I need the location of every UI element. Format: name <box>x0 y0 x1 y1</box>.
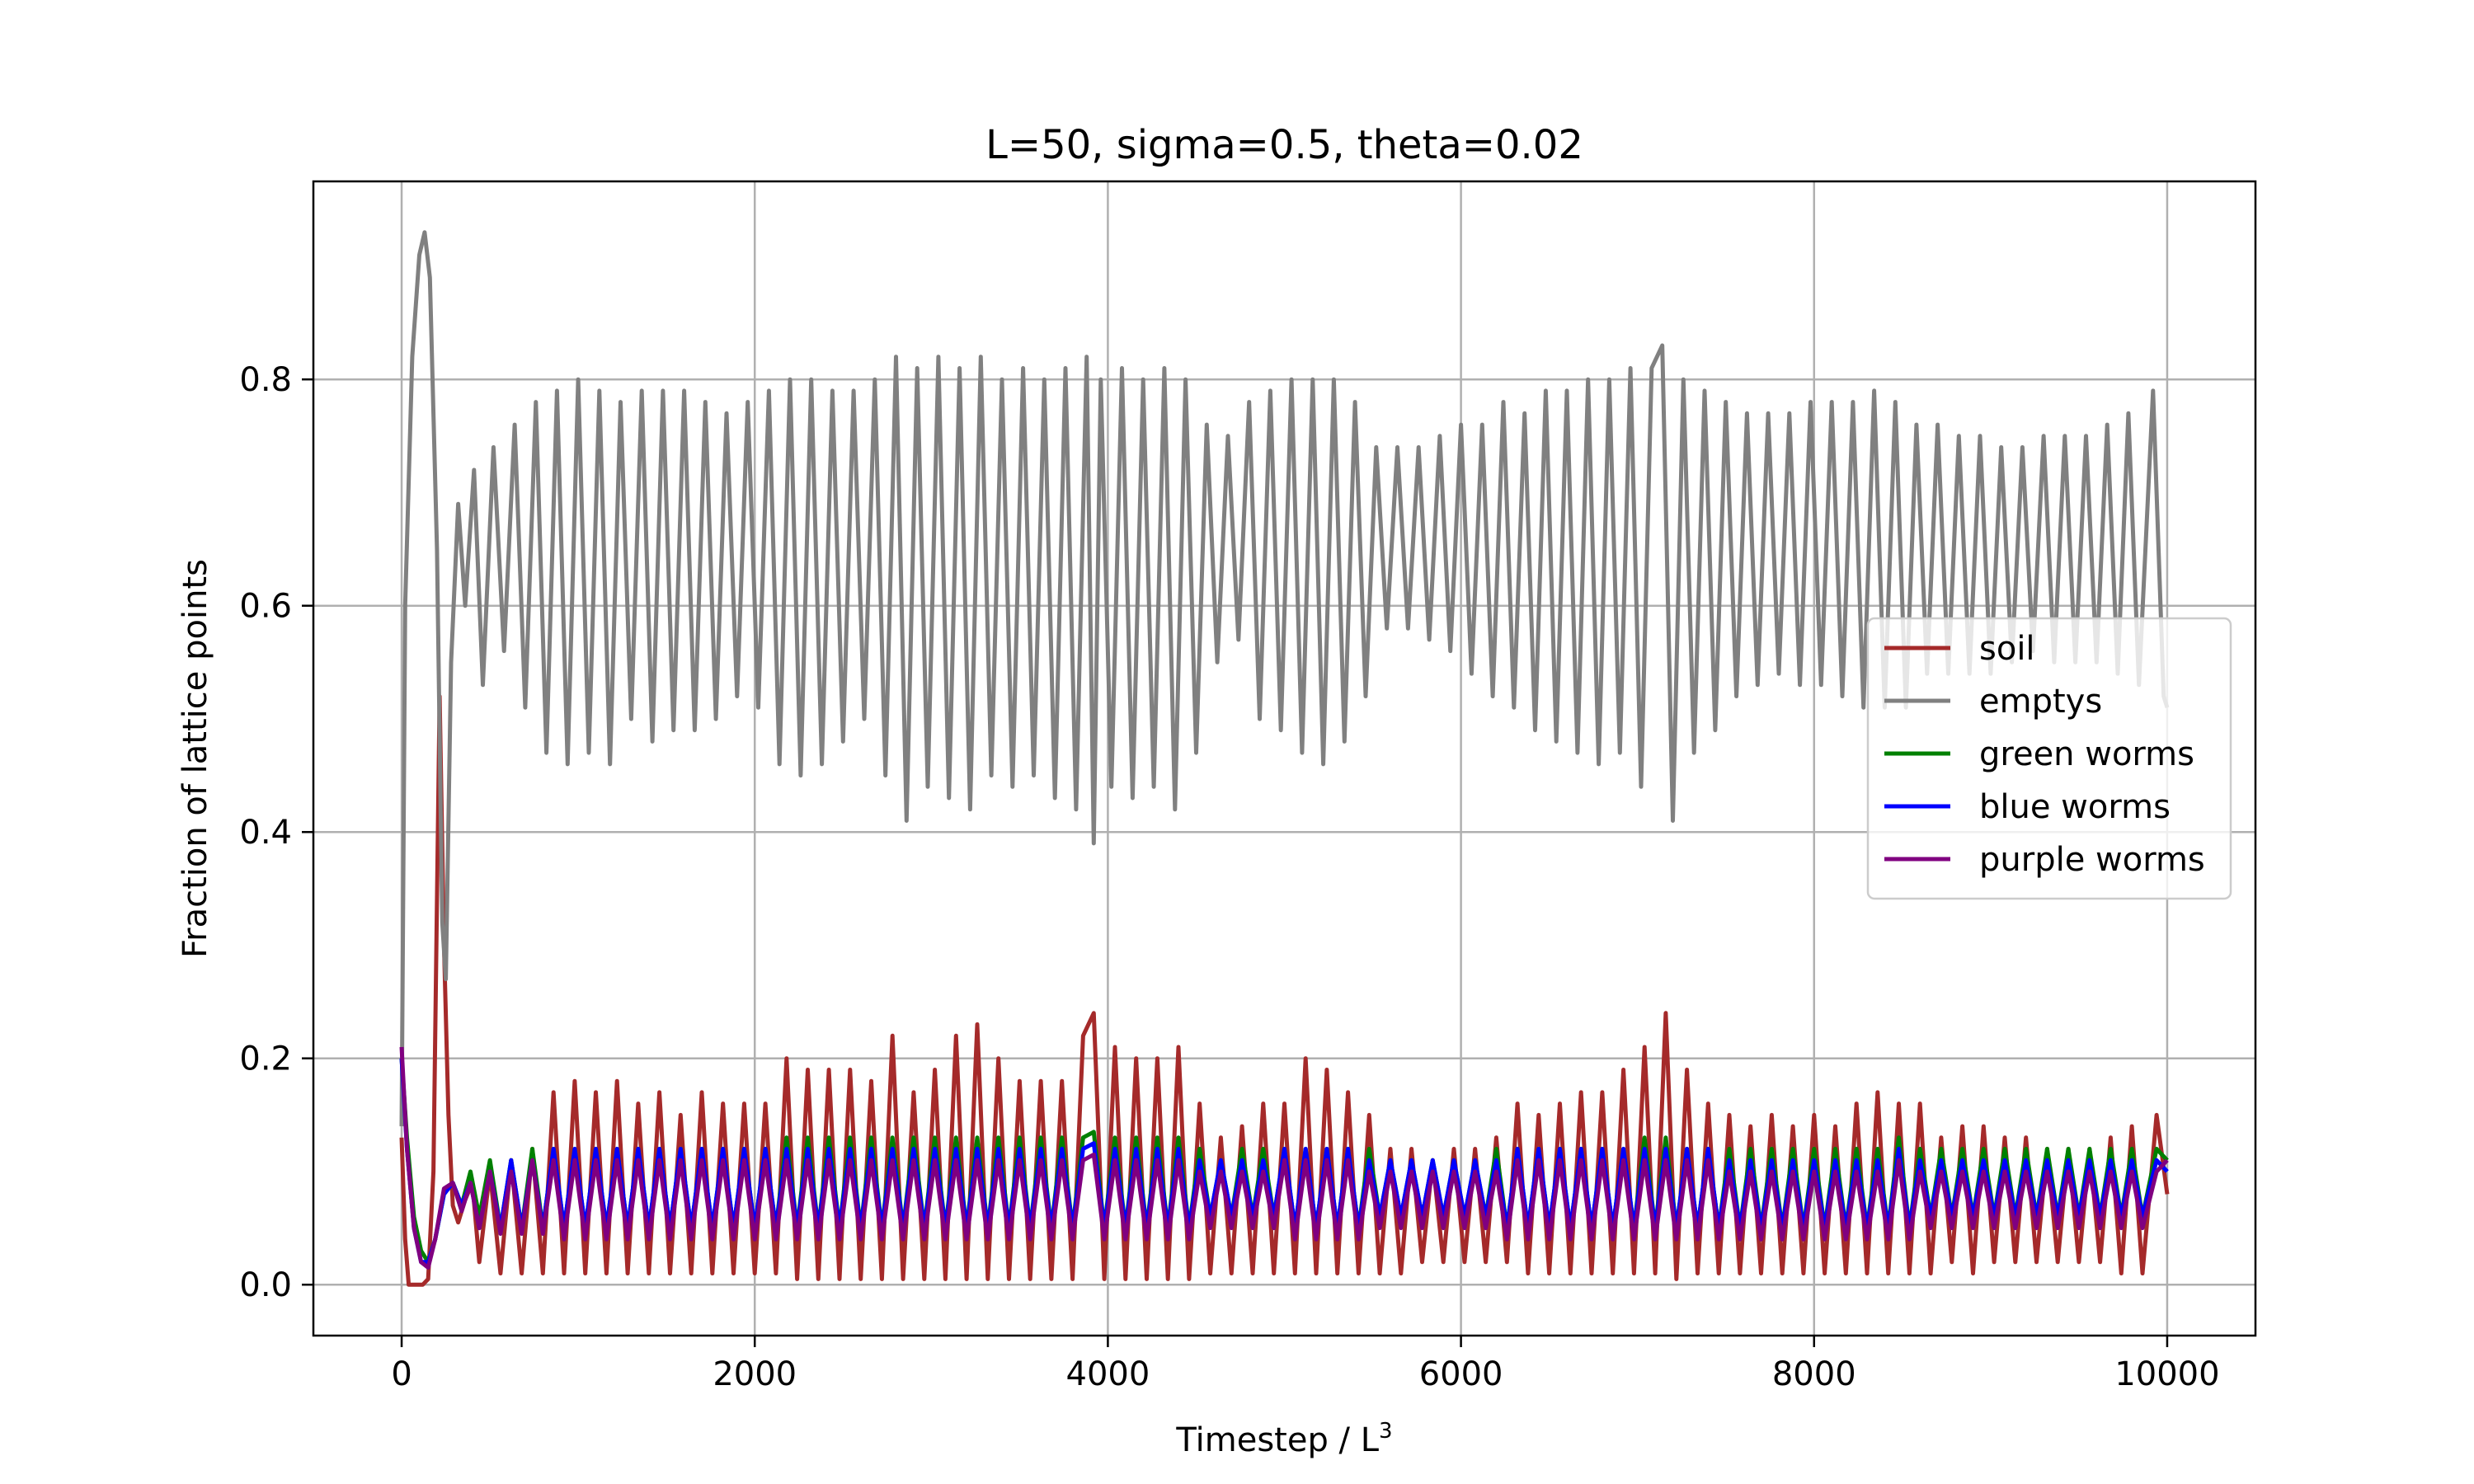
x-axis-label: Timestep / L3 <box>1175 1419 1392 1459</box>
chart-title: L=50, sigma=0.5, theta=0.02 <box>985 122 1583 168</box>
legend-label-soil: soil <box>1979 630 2035 668</box>
y-tick-label: 0.0 <box>239 1266 292 1304</box>
legend-label-blue-worms: blue worms <box>1979 788 2171 826</box>
y-tick-label: 0.8 <box>239 361 292 399</box>
x-tick-label: 4000 <box>1066 1355 1150 1393</box>
x-tick-label: 2000 <box>713 1355 797 1393</box>
legend: soil emptys green worms blue worms purple wo… <box>1866 617 2232 900</box>
legend-label-emptys: emptys <box>1979 683 2102 721</box>
y-axis-label: Fraction of lattice points <box>176 559 214 958</box>
y-tick-label: 0.2 <box>239 1040 292 1078</box>
plot-area-frame <box>312 180 2257 1337</box>
series-line-purple-worms <box>399 1046 2169 1270</box>
series-line-emptys <box>399 230 2170 1127</box>
plot-series <box>399 230 2170 1287</box>
x-axis-label-text: Timestep / L <box>1175 1421 1379 1459</box>
x-tick-label: 6000 <box>1419 1355 1503 1393</box>
x-tick-label: 8000 <box>1772 1355 1856 1393</box>
x-tick-label: 10000 <box>2114 1355 2219 1393</box>
x-tick-label: 0 <box>391 1355 412 1393</box>
y-tick-label: 0.4 <box>239 814 292 852</box>
x-axis-label-superscript: 3 <box>1379 1419 1393 1444</box>
legend-box <box>1866 617 2232 900</box>
legend-label-purple-worms: purple worms <box>1979 841 2205 879</box>
axis-ticks: 0 2000 4000 6000 8000 10000 0.0 0.2 0.4 0.6 0.8 <box>239 361 2219 1393</box>
legend-label-green-worms: green worms <box>1979 735 2194 773</box>
y-tick-label: 0.6 <box>239 588 292 626</box>
